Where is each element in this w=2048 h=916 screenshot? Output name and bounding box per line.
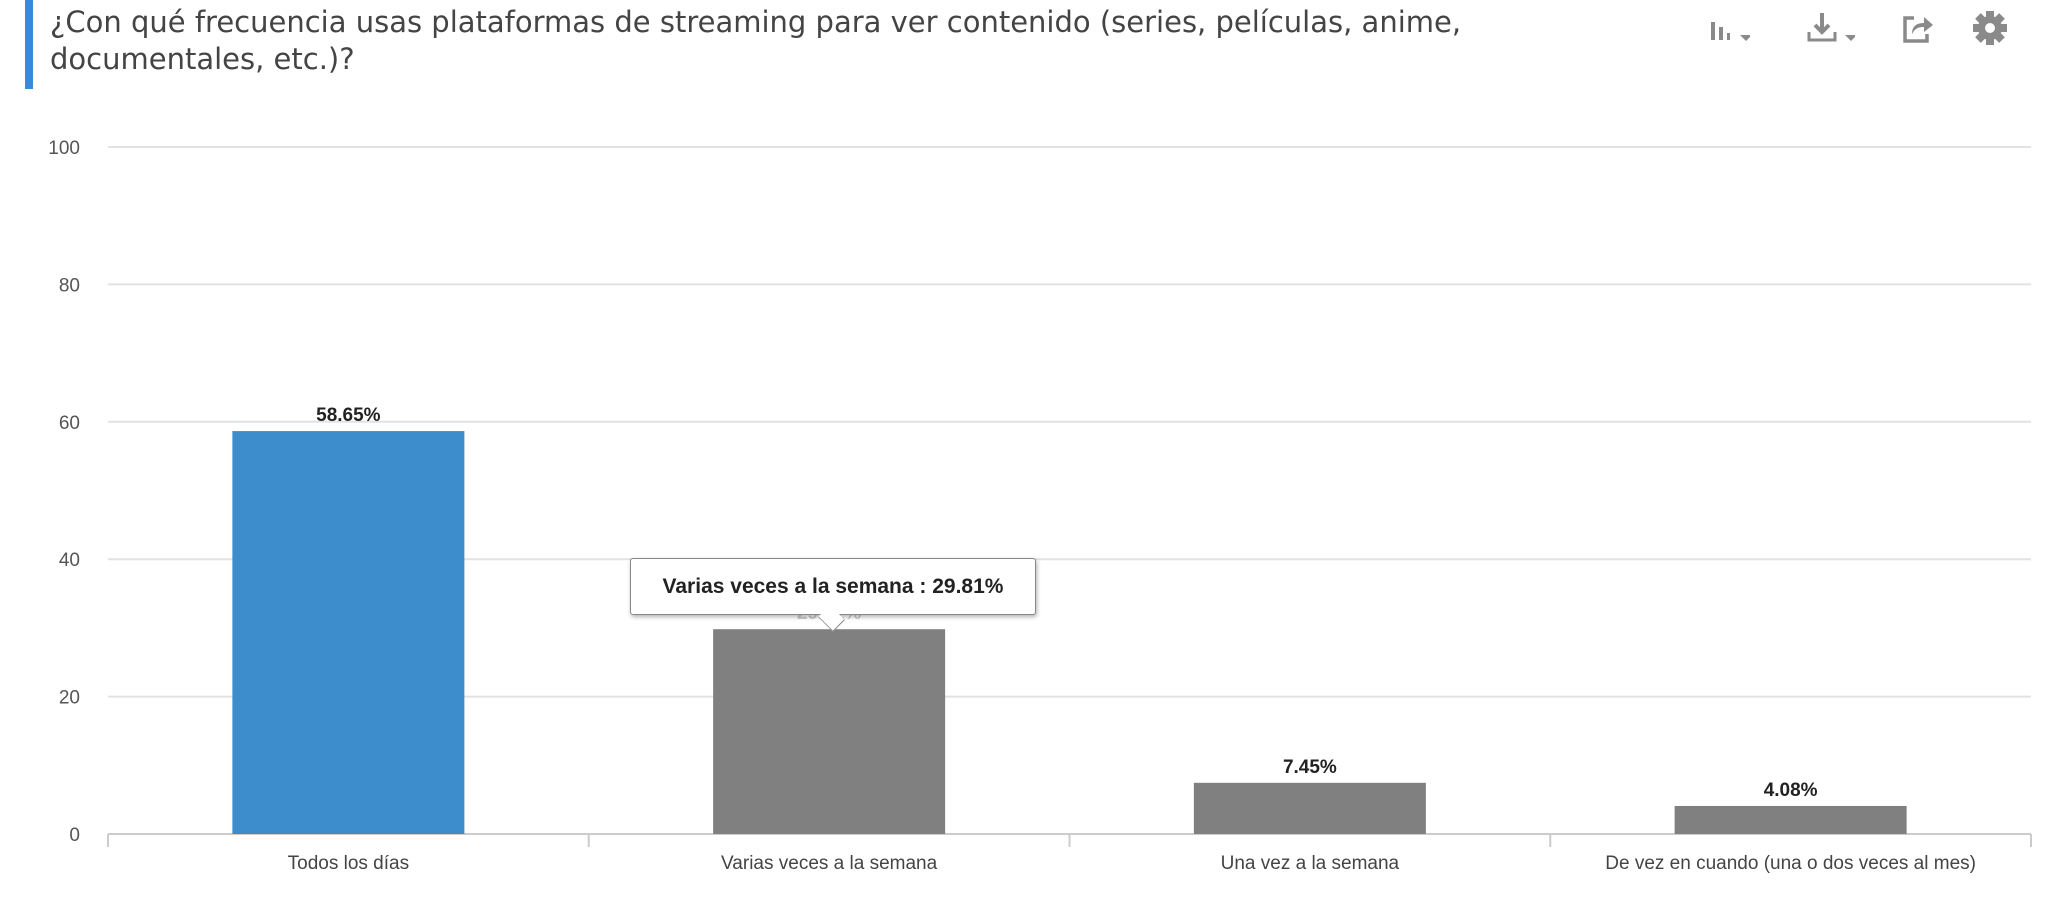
- data-label: 58.65%: [316, 405, 381, 426]
- y-tick-label: 60: [59, 413, 80, 434]
- x-tick-label: De vez en cuando (una o dos veces al mes…: [1605, 853, 1976, 874]
- bar-chart-icon[interactable]: [1700, 10, 1750, 50]
- data-label: 4.08%: [1764, 780, 1818, 801]
- y-tick-label: 20: [59, 688, 80, 709]
- y-tick-label: 0: [69, 825, 80, 846]
- page-title: ¿Con qué frecuencia usas plataformas de …: [50, 5, 1462, 76]
- bar[interactable]: [1193, 782, 1426, 834]
- data-label: 7.45%: [1283, 757, 1337, 778]
- bar[interactable]: [1674, 805, 1907, 834]
- x-tick-label: Varias veces a la semana: [721, 853, 938, 874]
- y-tick-label: 100: [48, 138, 80, 159]
- y-tick-label: 80: [59, 275, 80, 296]
- bar[interactable]: [713, 629, 946, 834]
- download-icon[interactable]: [1805, 10, 1855, 50]
- y-tick-label: 40: [59, 550, 80, 571]
- x-tick-label: Todos los días: [288, 853, 409, 874]
- gear-icon[interactable]: [1968, 8, 2018, 48]
- title-accent-bar: [25, 0, 33, 89]
- tooltip: Varias veces a la semana : 29.81%: [630, 558, 1036, 615]
- x-tick-label: Una vez a la semana: [1221, 853, 1400, 874]
- share-icon[interactable]: [1900, 10, 1950, 50]
- bar[interactable]: [232, 431, 465, 834]
